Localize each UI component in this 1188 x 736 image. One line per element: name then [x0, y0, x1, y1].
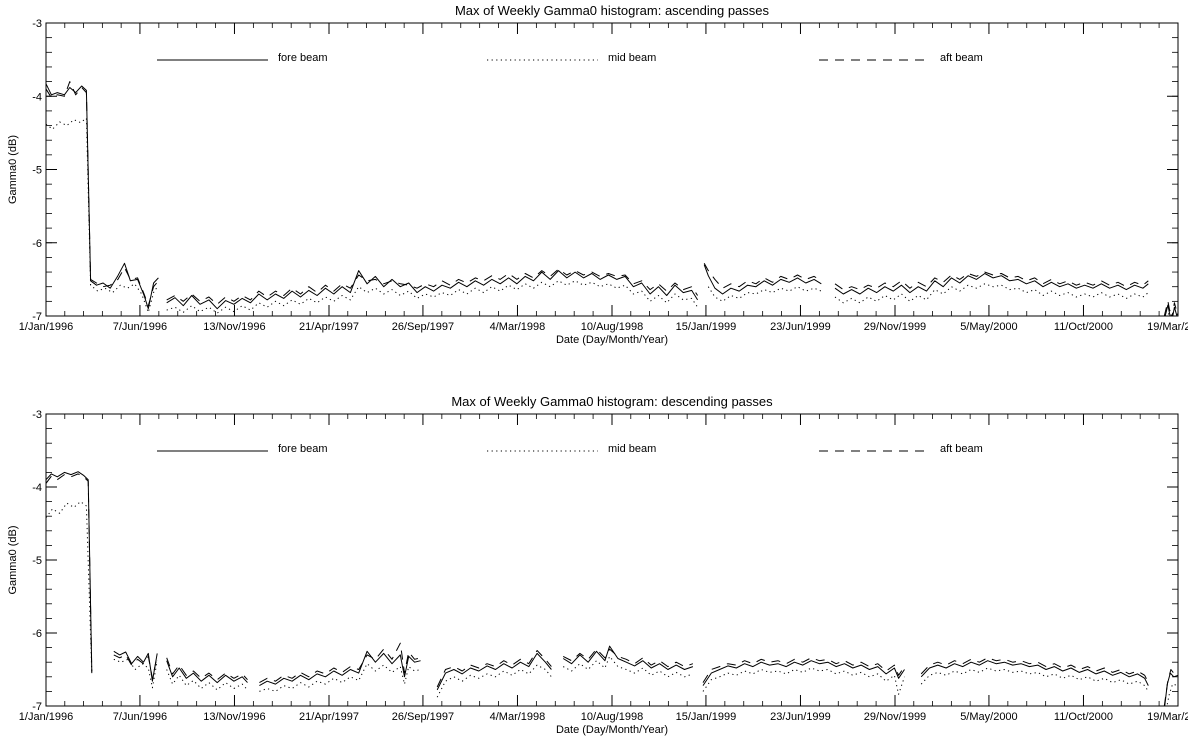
series-line-mid-beam	[920, 667, 1149, 692]
x-tick-label: 15/Jan/1999	[676, 321, 737, 333]
series-line-fore-beam	[113, 650, 158, 682]
series-line-mid-beam	[166, 280, 699, 314]
series-line-mid-beam	[702, 667, 905, 695]
legend-label: mid beam	[608, 52, 656, 64]
x-tick-label: 10/Aug/1998	[581, 711, 643, 723]
y-tick-label: -3	[32, 409, 42, 421]
series-line-mid-beam	[834, 283, 1149, 304]
x-tick-label: 13/Nov/1996	[203, 711, 265, 723]
legend-label: fore beam	[278, 443, 328, 455]
series-line-fore-beam	[1164, 304, 1178, 316]
legend-label: fore beam	[278, 52, 328, 64]
x-tick-label: 26/Sep/1997	[392, 321, 454, 333]
series-line-aft-beam	[166, 268, 699, 305]
x-tick-label: 21/Apr/1997	[299, 321, 359, 333]
x-tick-label: 4/Mar/1998	[490, 711, 546, 723]
y-tick-label: -7	[32, 311, 42, 323]
x-tick-label: 19/Mar/2001	[1147, 711, 1188, 723]
y-axis-label: Gamma0 (dB)	[7, 135, 19, 204]
series-line-mid-beam	[707, 286, 822, 302]
x-tick-label: 1/Jan/1996	[19, 321, 73, 333]
series-group	[46, 471, 1178, 706]
series-group	[46, 81, 1178, 316]
chart-descending-passes: Max of Weekly Gamma0 histogram: descendi…	[7, 394, 1188, 736]
series-line-fore-beam	[166, 660, 248, 684]
series-line-fore-beam	[46, 471, 93, 672]
y-tick-label: -3	[32, 18, 42, 30]
legend-label: aft beam	[940, 443, 983, 455]
x-tick-label: 1/Jan/1996	[19, 711, 73, 723]
series-line-fore-beam	[46, 83, 159, 310]
y-tick-label: -4	[32, 91, 42, 103]
series-line-fore-beam	[166, 270, 699, 310]
series-line-fore-beam	[703, 264, 822, 295]
series-line-aft-beam	[259, 642, 421, 684]
y-tick-label: -6	[32, 238, 42, 250]
chart-ascending-passes: Max of Weekly Gamma0 histogram: ascendin…	[7, 3, 1188, 346]
series-line-fore-beam	[436, 652, 552, 691]
series-line-aft-beam	[920, 657, 1149, 683]
series-line-mid-beam	[562, 655, 694, 678]
chart-title: Max of Weekly Gamma0 histogram: descendi…	[451, 394, 773, 409]
plot-frame	[45, 413, 1179, 707]
series-line-mid-beam	[46, 501, 93, 674]
x-tick-label: 21/Apr/1997	[299, 711, 359, 723]
series-line-aft-beam	[46, 81, 159, 307]
x-tick-label: 7/Jun/1996	[113, 711, 167, 723]
x-tick-label: 13/Nov/1996	[203, 321, 265, 333]
x-tick-label: 19/Mar/2001	[1147, 321, 1188, 333]
y-tick-label: -5	[32, 165, 42, 177]
series-line-fore-beam	[834, 273, 1149, 295]
y-tick-label: -7	[32, 701, 42, 713]
y-tick-label: -5	[32, 555, 42, 567]
x-tick-label: 29/Nov/1999	[864, 711, 926, 723]
x-tick-label: 10/Aug/1998	[581, 321, 643, 333]
series-line-fore-beam	[259, 650, 421, 687]
series-line-aft-beam	[113, 654, 158, 679]
x-tick-label: 5/May/2000	[960, 321, 1017, 333]
series-line-aft-beam	[562, 648, 694, 668]
series-line-fore-beam	[702, 660, 905, 686]
x-tick-label: 5/May/2000	[960, 711, 1017, 723]
x-tick-label: 23/Jun/1999	[770, 711, 831, 723]
y-tick-label: -4	[32, 482, 42, 494]
y-tick-label: -6	[32, 628, 42, 640]
chart-title: Max of Weekly Gamma0 histogram: ascendin…	[455, 3, 770, 18]
legend-label: mid beam	[608, 443, 656, 455]
series-line-mid-beam	[259, 663, 421, 692]
x-tick-label: 26/Sep/1997	[392, 711, 454, 723]
x-tick-label: 29/Nov/1999	[864, 321, 926, 333]
series-line-aft-beam	[166, 657, 248, 681]
x-tick-label: 4/Mar/1998	[490, 321, 546, 333]
x-axis-label: Date (Day/Month/Year)	[556, 334, 668, 346]
series-line-mid-beam	[1166, 683, 1178, 706]
legend-label: aft beam	[940, 52, 983, 64]
series-line-aft-beam	[1163, 669, 1178, 706]
x-tick-label: 15/Jan/1999	[676, 711, 737, 723]
series-line-aft-beam	[834, 271, 1149, 291]
x-axis-label: Date (Day/Month/Year)	[556, 724, 668, 736]
x-tick-label: 23/Jun/1999	[770, 321, 831, 333]
x-tick-label: 11/Oct/2000	[1054, 711, 1113, 723]
series-line-mid-beam	[113, 658, 158, 689]
x-tick-label: 7/Jun/1996	[113, 321, 167, 333]
x-tick-label: 11/Oct/2000	[1054, 321, 1113, 333]
series-line-fore-beam	[562, 645, 694, 670]
series-line-fore-beam	[920, 660, 1149, 686]
series-line-aft-beam	[703, 263, 822, 289]
plot-frame	[45, 22, 1179, 317]
series-line-aft-beam	[46, 473, 93, 674]
series-line-aft-beam	[1163, 300, 1178, 316]
series-line-mid-beam	[436, 664, 552, 698]
series-line-mid-beam	[46, 117, 159, 313]
series-line-aft-beam	[702, 657, 905, 683]
series-line-mid-beam	[166, 669, 248, 691]
y-axis-label: Gamma0 (dB)	[7, 525, 19, 594]
